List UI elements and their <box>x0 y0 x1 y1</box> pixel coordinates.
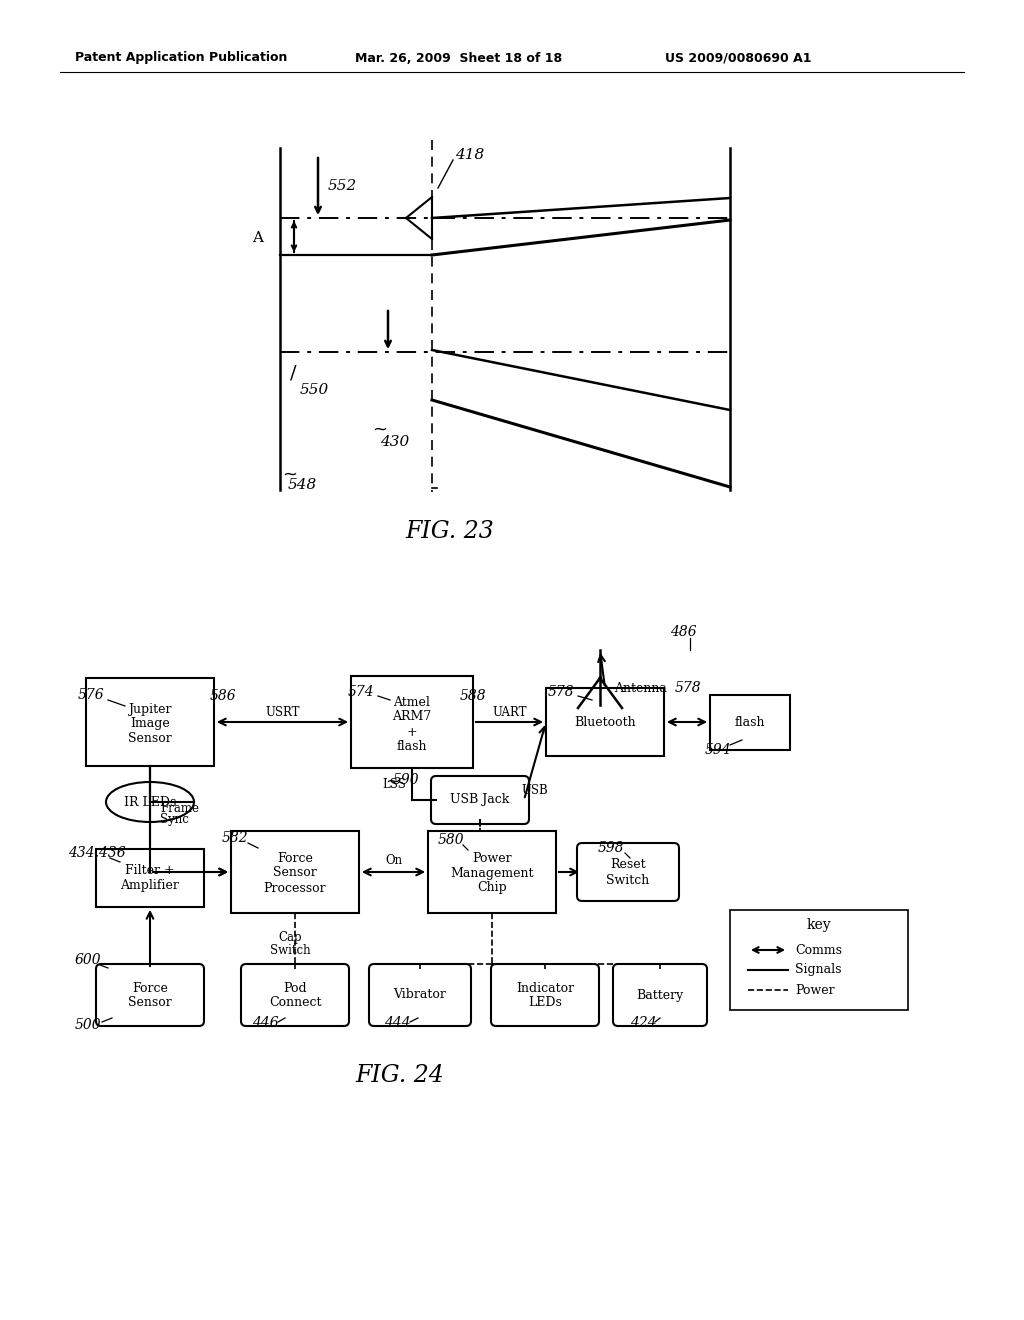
Text: 552: 552 <box>328 180 357 193</box>
Text: Comms: Comms <box>795 944 842 957</box>
Text: +: + <box>407 726 418 738</box>
Text: 576: 576 <box>78 688 104 702</box>
Text: 444: 444 <box>384 1016 411 1030</box>
Bar <box>546 688 664 756</box>
Bar <box>86 678 214 766</box>
Text: 594: 594 <box>705 743 731 756</box>
Text: 550: 550 <box>300 383 330 397</box>
Text: 590: 590 <box>393 774 420 787</box>
Text: FIG. 24: FIG. 24 <box>355 1064 444 1086</box>
Text: Antenna: Antenna <box>614 681 667 694</box>
Text: 586: 586 <box>210 689 237 704</box>
Bar <box>96 849 204 907</box>
Text: UART: UART <box>493 705 526 718</box>
Text: flash: flash <box>735 715 765 729</box>
Text: Bluetooth: Bluetooth <box>574 715 636 729</box>
Text: 430: 430 <box>380 436 410 449</box>
Text: Battery: Battery <box>636 989 684 1002</box>
Text: Force: Force <box>278 851 313 865</box>
Text: Sensor: Sensor <box>273 866 316 879</box>
Text: USRT: USRT <box>265 705 300 718</box>
Text: Power: Power <box>472 851 512 865</box>
Text: Sensor: Sensor <box>128 997 172 1010</box>
Text: flash: flash <box>396 741 427 754</box>
Text: 434,436: 434,436 <box>68 845 126 859</box>
Bar <box>351 676 473 768</box>
Text: Sync: Sync <box>160 813 188 826</box>
Text: ARM7: ARM7 <box>392 710 432 723</box>
Text: FIG. 23: FIG. 23 <box>406 520 495 544</box>
Text: Patent Application Publication: Patent Application Publication <box>75 51 288 65</box>
Text: Chip: Chip <box>477 882 507 895</box>
Text: 578: 578 <box>675 681 701 696</box>
Text: Force: Force <box>132 982 168 994</box>
Text: Switch: Switch <box>269 944 310 957</box>
FancyBboxPatch shape <box>490 964 599 1026</box>
Text: IR LEDs: IR LEDs <box>124 796 176 808</box>
Text: 600: 600 <box>75 953 101 968</box>
Text: Mar. 26, 2009  Sheet 18 of 18: Mar. 26, 2009 Sheet 18 of 18 <box>355 51 562 65</box>
Text: Connect: Connect <box>268 997 322 1010</box>
Text: 418: 418 <box>455 148 484 162</box>
Text: Pod: Pod <box>284 982 307 994</box>
Text: Image: Image <box>130 718 170 730</box>
FancyBboxPatch shape <box>369 964 471 1026</box>
Text: Processor: Processor <box>264 882 327 895</box>
Text: 578: 578 <box>548 685 574 700</box>
Bar <box>730 909 908 1010</box>
Text: US 2009/0080690 A1: US 2009/0080690 A1 <box>665 51 811 65</box>
Text: LEDs: LEDs <box>528 997 562 1010</box>
Text: 588: 588 <box>460 689 486 704</box>
Text: Power: Power <box>795 983 835 997</box>
FancyBboxPatch shape <box>241 964 349 1026</box>
Text: 548: 548 <box>288 478 317 492</box>
Text: 574: 574 <box>348 685 375 700</box>
Text: key: key <box>807 917 831 932</box>
Text: ~: ~ <box>385 774 400 791</box>
Text: ~: ~ <box>372 421 387 440</box>
Text: 598: 598 <box>598 841 625 855</box>
Bar <box>428 832 556 913</box>
Ellipse shape <box>106 781 194 822</box>
Text: A: A <box>253 231 263 246</box>
FancyBboxPatch shape <box>431 776 529 824</box>
Text: 446: 446 <box>252 1016 279 1030</box>
Text: Cap: Cap <box>279 932 302 945</box>
Text: Switch: Switch <box>606 874 649 887</box>
Bar <box>231 832 359 913</box>
Text: USB Jack: USB Jack <box>451 793 510 807</box>
Text: Atmel: Atmel <box>393 696 430 709</box>
Text: Sensor: Sensor <box>128 733 172 746</box>
FancyBboxPatch shape <box>96 964 204 1026</box>
FancyBboxPatch shape <box>577 843 679 902</box>
Text: USB: USB <box>521 784 549 796</box>
Text: 500: 500 <box>75 1018 101 1032</box>
Text: Indicator: Indicator <box>516 982 574 994</box>
Text: 580: 580 <box>438 833 465 847</box>
Text: LSS: LSS <box>382 777 406 791</box>
Text: Frame: Frame <box>160 801 199 814</box>
Text: /: / <box>290 366 296 383</box>
Text: Reset: Reset <box>610 858 646 870</box>
Text: ~: ~ <box>282 466 297 484</box>
Text: 486: 486 <box>670 624 696 639</box>
Text: 424: 424 <box>630 1016 656 1030</box>
Text: Vibrator: Vibrator <box>393 989 446 1002</box>
Text: On: On <box>385 854 402 866</box>
Text: 582: 582 <box>222 832 249 845</box>
Text: Jupiter: Jupiter <box>128 704 172 717</box>
Bar <box>710 694 790 750</box>
Text: Signals: Signals <box>795 964 842 977</box>
Text: Filter +: Filter + <box>125 863 175 876</box>
Text: Amplifier: Amplifier <box>121 879 179 892</box>
Text: Management: Management <box>451 866 534 879</box>
FancyBboxPatch shape <box>613 964 707 1026</box>
